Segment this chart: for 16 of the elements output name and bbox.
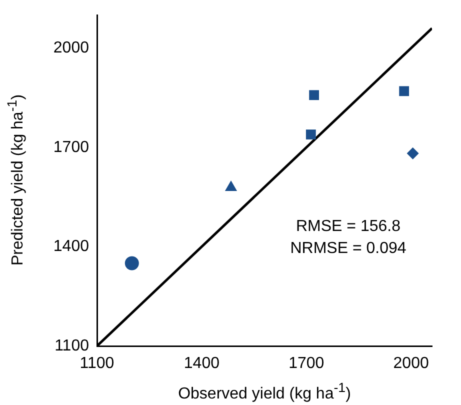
point [309,90,319,100]
x-axis-title: Observed yield (kg ha$^{-1}$) [177,380,352,404]
x-tick-label: 1100 [80,355,114,372]
x-tick-label: 1400 [184,355,220,372]
point [399,86,410,96]
point [124,256,139,270]
y-tick-label: 1700 [53,138,90,156]
x-tick-label: 2000 [393,355,429,372]
y-tick-label: 1400 [53,238,90,256]
x-tick-label: 1700 [288,355,324,372]
point [306,130,316,140]
point [406,147,419,160]
annotation: RMSE = 156.8 [296,218,401,236]
y-tick-label: 2000 [53,40,90,57]
y-tick-label: 1100 [54,337,90,354]
annotation: NRMSE = 0.094 [290,240,406,258]
